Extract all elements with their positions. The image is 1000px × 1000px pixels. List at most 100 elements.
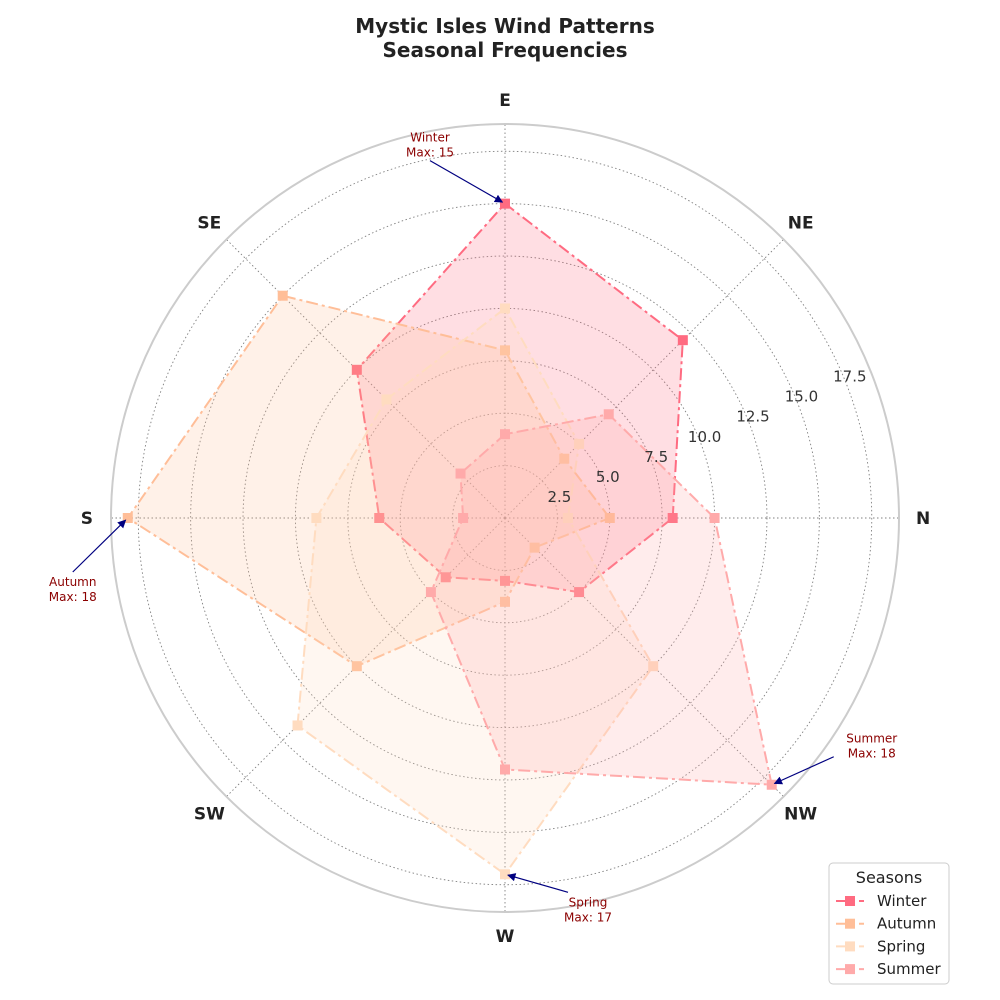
annotation-value-spring: Max: 17	[564, 910, 612, 924]
legend-swatch-marker	[845, 896, 855, 906]
direction-label-n: N	[916, 509, 930, 529]
series-fill-summer	[430, 414, 772, 785]
radial-tick-label: 12.5	[736, 408, 769, 426]
annotation-label-autumn: Autumn	[49, 575, 96, 589]
point-summer-n	[709, 513, 720, 523]
direction-label-e: E	[499, 91, 511, 111]
direction-label-se: SE	[197, 213, 221, 233]
legend-label-autumn: Autumn	[877, 915, 936, 933]
point-spring-nw	[648, 661, 659, 672]
point-spring-sw	[292, 720, 303, 731]
annotation-arrow-spring	[507, 873, 569, 893]
spoke-NW	[504, 517, 784, 797]
legend-swatch-marker	[845, 964, 855, 975]
direction-label-nw: NW	[784, 805, 817, 825]
legend-label-winter: Winter	[877, 892, 927, 910]
series-winter	[351, 198, 688, 598]
point-winter-w	[500, 575, 510, 586]
point-summer-sw	[425, 587, 436, 598]
outer-frame	[110, 123, 900, 913]
point-winter-sw	[440, 572, 451, 583]
annotation-label-spring: Spring	[569, 895, 608, 909]
point-winter-s	[374, 513, 385, 523]
radial-tick-label: 7.5	[644, 448, 668, 466]
annotation-value-winter: Max: 15	[406, 146, 454, 160]
point-spring-se	[381, 394, 392, 405]
legend-box	[828, 862, 950, 985]
radial-tick-label: 17.5	[833, 368, 866, 386]
legend-item-spring: Spring	[836, 937, 925, 955]
grid-circle-6	[137, 150, 873, 886]
point-autumn-sw	[351, 661, 362, 672]
direction-label-sw: SW	[194, 805, 225, 825]
point-summer-w	[500, 764, 510, 775]
chart-title-line-2: Seasonal Frequencies	[382, 38, 627, 62]
series-line-summer	[429, 413, 773, 786]
annotation-value-summer: Max: 18	[848, 747, 896, 761]
point-autumn-s	[122, 513, 133, 523]
series-fill-spring	[297, 308, 654, 875]
spoke-NE	[504, 239, 784, 519]
axis-labels: N NE E SE S SW W NW 2.5 5.0 7.5 10.0 12.5 15.0 17.5	[81, 91, 930, 947]
point-autumn-n	[604, 513, 615, 523]
annotation-arrow-winter	[429, 160, 504, 203]
point-autumn-nw	[529, 542, 540, 553]
legend-swatch-marker	[845, 918, 855, 929]
annotation-arrow-summer	[773, 756, 834, 785]
point-autumn-w	[500, 596, 510, 607]
series-fill-autumn	[127, 295, 610, 667]
legend-item-winter: Winter	[836, 892, 927, 910]
point-summer-ne	[603, 409, 614, 420]
legend-swatch-marker	[845, 941, 855, 952]
chart-title-line-1: Mystic Isles Wind Patterns	[355, 14, 654, 38]
point-winter-ne	[677, 335, 688, 346]
spoke-SE	[226, 239, 506, 519]
legend-title: Seasons	[856, 868, 922, 887]
legend-item-autumn: Autumn	[836, 915, 936, 933]
point-winter-n	[667, 513, 678, 523]
direction-label-ne: NE	[788, 213, 814, 233]
grid-circle-4	[242, 255, 768, 781]
annotation-arrow-autumn	[72, 519, 127, 573]
point-spring-n	[562, 513, 573, 523]
point-winter-nw	[574, 587, 585, 598]
radial-tick-label: 5.0	[596, 468, 620, 486]
direction-label-w: W	[496, 927, 515, 947]
radial-tick-label: 15.0	[785, 388, 818, 406]
legend-label-spring: Spring	[877, 937, 925, 955]
legend-item-summer: Summer	[836, 960, 941, 978]
point-summer-s	[458, 513, 469, 523]
point-spring-w	[500, 869, 510, 880]
series-autumn	[122, 290, 615, 672]
point-autumn-e	[500, 345, 510, 356]
series-layer	[122, 198, 777, 880]
annotation-label-winter: Winter	[410, 131, 450, 145]
point-autumn-ne	[559, 453, 570, 464]
legend: Seasons Winter Autumn Spring Summer	[828, 862, 950, 985]
direction-label-s: S	[81, 509, 93, 529]
annotation-value-autumn: Max: 18	[49, 590, 97, 604]
point-spring-e	[500, 303, 510, 314]
point-winter-se	[351, 364, 362, 375]
point-summer-se	[455, 468, 466, 479]
point-summer-nw	[766, 779, 777, 790]
series-fill-winter	[356, 203, 683, 593]
legend-label-summer: Summer	[877, 960, 941, 978]
point-spring-ne	[574, 438, 585, 449]
series-line-winter	[355, 202, 684, 594]
series-summer	[425, 409, 777, 790]
point-winter-e	[500, 198, 510, 209]
series-spring	[292, 303, 659, 880]
spoke-SW	[226, 517, 506, 797]
radial-tick-label: 10.0	[688, 428, 721, 446]
point-autumn-se	[277, 290, 288, 301]
point-summer-e	[500, 429, 510, 440]
radial-tick-label: 2.5	[547, 488, 571, 506]
annotation-label-summer: Summer	[846, 732, 897, 746]
